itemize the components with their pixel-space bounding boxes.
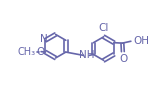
Text: Cl: Cl — [99, 23, 109, 33]
Text: O: O — [36, 47, 44, 57]
Text: CH₃: CH₃ — [18, 47, 36, 57]
Text: N: N — [40, 34, 48, 44]
Text: O: O — [119, 54, 127, 64]
Text: OH: OH — [133, 36, 149, 46]
Text: NH: NH — [79, 50, 94, 60]
